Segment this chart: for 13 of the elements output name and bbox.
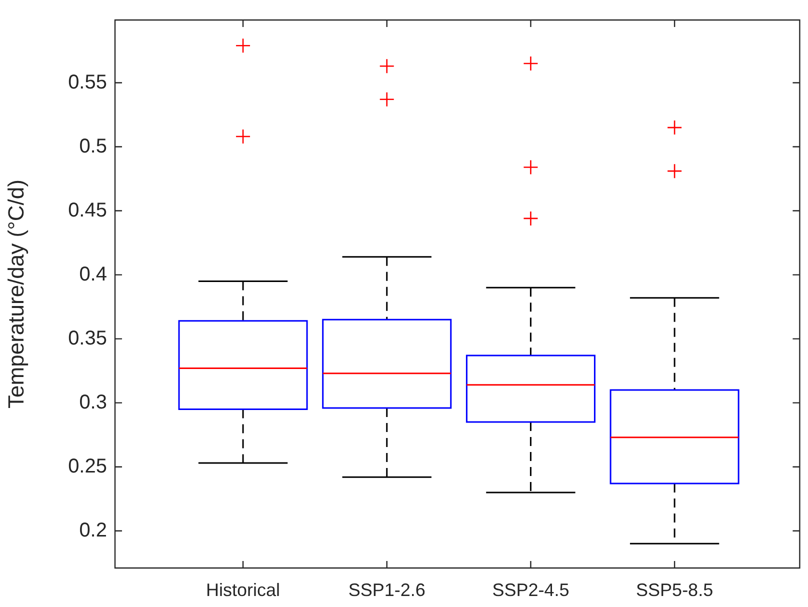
y-tick-label: 0.55 [68, 71, 107, 94]
y-tick-label: 0.4 [79, 263, 107, 286]
x-tick-label: Historical [206, 580, 280, 600]
y-tick-label: 0.2 [79, 519, 107, 542]
y-tick-label: 0.5 [79, 135, 107, 158]
x-tick-label: SSP2-4.5 [492, 580, 570, 600]
y-tick-label: 0.35 [68, 327, 107, 350]
y-axis-title: Temperature/day (°C/d) [3, 180, 28, 408]
y-tick-label: 0.45 [68, 199, 107, 222]
y-tick-label: 0.25 [68, 455, 107, 478]
x-tick-label: SSP5-8.5 [636, 580, 714, 600]
x-tick-label: SSP1-2.6 [348, 580, 426, 600]
y-tick-label: 0.3 [79, 391, 107, 414]
